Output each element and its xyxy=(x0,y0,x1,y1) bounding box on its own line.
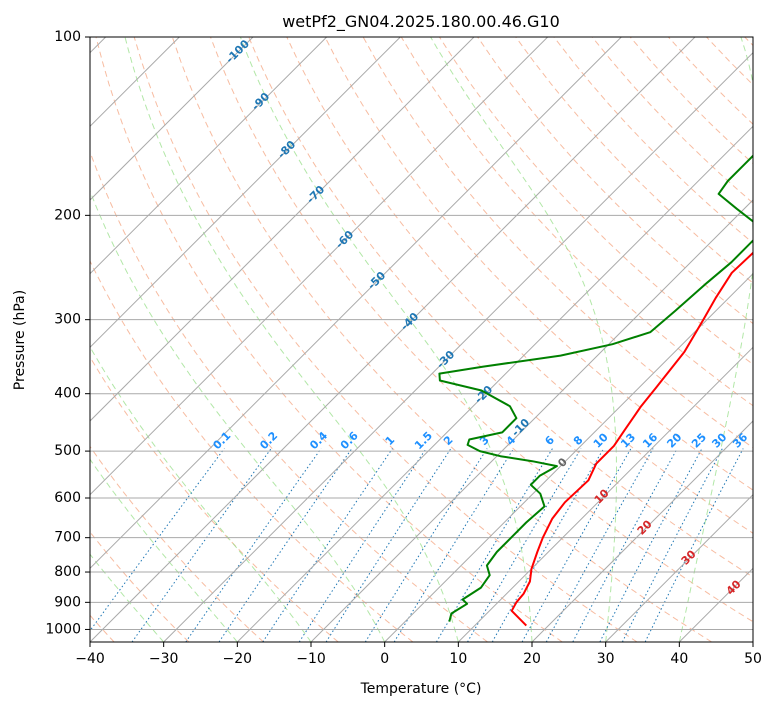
dry-adiabat-line xyxy=(90,445,264,642)
x-tick-label: 20 xyxy=(523,651,541,667)
y-tick-label: 500 xyxy=(54,443,81,459)
isotherms xyxy=(90,37,753,642)
x-axis-label: Temperature (°C) xyxy=(360,681,482,697)
x-tick-label: 10 xyxy=(449,651,467,667)
x-tick-label: −10 xyxy=(296,651,326,667)
dry-adiabat-line xyxy=(248,37,753,578)
mixing-ratio-line xyxy=(621,448,723,642)
isotherm-line xyxy=(90,37,328,275)
mixing-ratio-line xyxy=(325,448,452,642)
dry-adiabat-line xyxy=(210,37,753,623)
dry-adiabat-line xyxy=(324,37,753,491)
mixing-ratio-line xyxy=(364,448,488,642)
mixing-ratio-line xyxy=(218,448,353,642)
isotherm-line xyxy=(384,272,753,642)
moist-adiabat-line xyxy=(90,553,165,642)
isotherm-line xyxy=(531,420,753,642)
isotherm-line xyxy=(163,51,753,642)
y-tick-label: 100 xyxy=(54,29,81,45)
moist-adiabat-line xyxy=(90,189,386,642)
mixing-ratio-line xyxy=(491,448,605,642)
profile-series xyxy=(438,154,753,627)
isotherm-line xyxy=(90,37,475,422)
chart-title: wetPf2_GN04.2025.180.00.46.G10 xyxy=(282,12,560,32)
x-tick-label: −20 xyxy=(223,651,253,667)
moist-adiabat-line xyxy=(90,458,238,642)
plot-area: -100-90-80-70-60-50-40-30-20-100.1 0.2 0.4… xyxy=(90,37,753,642)
dry-adiabat-line xyxy=(90,259,414,642)
y-tick-label: 1000 xyxy=(45,621,81,637)
y-tick-label: 300 xyxy=(54,312,81,328)
mixing-ratio-line xyxy=(599,448,703,642)
y-tick-label: 200 xyxy=(54,207,81,223)
mixing-ratio-line xyxy=(131,448,272,642)
y-tick-label: 400 xyxy=(54,386,81,402)
isotherm-line xyxy=(90,37,254,201)
isotherm-line xyxy=(90,37,622,570)
mixing-ratio-line xyxy=(262,448,393,642)
x-tick-label: 50 xyxy=(744,651,762,667)
mixing-ratio-line xyxy=(467,448,582,642)
moist-adiabat-line xyxy=(124,37,459,642)
y-axis-label: Pressure (hPa) xyxy=(12,290,28,390)
mixing-ratio-line xyxy=(185,448,322,642)
dry-adiabat-line xyxy=(286,37,753,534)
dry-adiabat-line xyxy=(171,37,712,642)
moist-adiabat-line xyxy=(239,37,533,642)
dry-adiabat-line xyxy=(90,356,339,642)
mixing-ratio-line xyxy=(393,448,515,642)
isotherm-line xyxy=(90,37,549,496)
dewpoint-profile-line xyxy=(438,154,753,622)
x-tick-label: 40 xyxy=(670,651,688,667)
isotherm-line xyxy=(310,199,753,642)
mixing-ratio-line xyxy=(572,448,678,642)
isotherm-line xyxy=(236,125,753,642)
y-tick-label: 900 xyxy=(54,594,81,610)
y-tick-label: 700 xyxy=(54,530,81,546)
y-tick-label: 800 xyxy=(54,564,81,580)
moist-adiabat-line xyxy=(430,37,617,642)
isotherm-line xyxy=(605,493,753,642)
x-axis-ticks: −40 −30 −20 −10 0 10 20 30 40 50 xyxy=(75,642,762,667)
dry-adiabats xyxy=(90,37,753,642)
x-tick-label: −40 xyxy=(75,651,105,667)
mixing-ratio-line xyxy=(298,448,427,642)
x-tick-label: 30 xyxy=(597,651,615,667)
dry-adiabat-line xyxy=(515,37,753,284)
mixing-ratio-line xyxy=(90,448,225,632)
x-tick-label: −30 xyxy=(149,651,179,667)
dry-adiabat-line xyxy=(133,37,638,642)
isotherm-line xyxy=(457,346,753,642)
isotherm-line xyxy=(90,37,696,642)
temperature-profile-line xyxy=(510,251,753,627)
isobars xyxy=(90,37,753,630)
moist-adiabat-line xyxy=(678,37,753,642)
y-axis-ticks: 1000 900 800 700 600 500 400 300 200 100 xyxy=(45,29,90,637)
dry-adiabat-line xyxy=(95,37,563,642)
x-tick-label: 0 xyxy=(380,651,389,667)
plot-frame xyxy=(89,36,754,643)
isotherm-line xyxy=(90,37,401,349)
y-tick-label: 600 xyxy=(54,490,81,506)
